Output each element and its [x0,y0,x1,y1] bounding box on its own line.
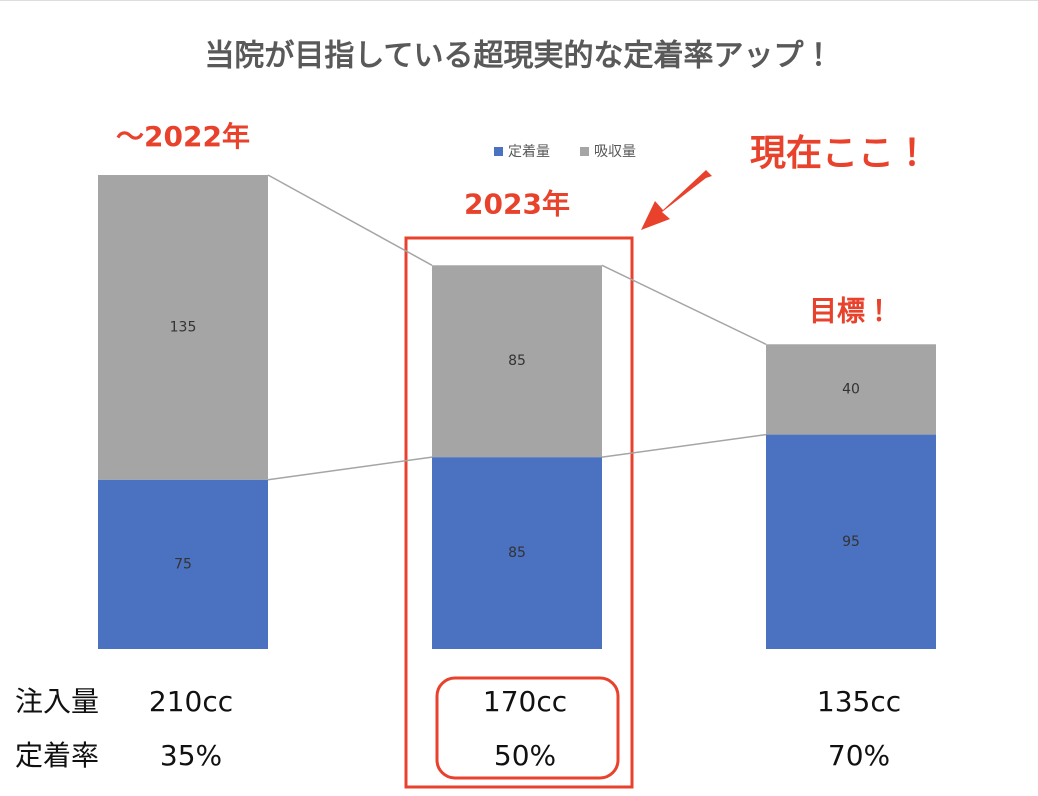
row-label: 定着率 [15,739,99,772]
row-value: 170cc [483,685,567,718]
connector-line [601,264,767,345]
category-label: 〜2022年 [116,120,250,153]
data-label: 95 [842,534,860,550]
bar-segment [432,457,602,649]
bar-segment [98,175,268,480]
row-value: 35% [160,739,222,772]
connector-line [267,174,433,266]
highlight-box [404,236,634,789]
connector-line [601,433,767,458]
connector-line [267,456,433,481]
chart-title: 当院が目指している超現実的な定着率アップ！ [204,39,833,74]
highlight-values [435,676,620,780]
row-value: 70% [828,739,890,772]
bar-segment [98,479,268,649]
category-label: 2023年 [464,187,570,220]
category-label: 目標！ [809,294,893,327]
bar-segment [766,344,936,435]
legend-label: 吸収量 [594,144,636,160]
row-value: 135cc [817,685,901,718]
data-label: 85 [508,353,526,369]
legend-swatch [580,147,589,156]
row-value: 50% [494,739,556,772]
arrow [641,170,712,230]
legend-swatch [494,147,503,156]
data-label: 85 [508,545,526,561]
data-label: 40 [842,381,860,397]
data-label: 75 [174,556,192,572]
data-label: 135 [170,319,197,335]
row-label: 注入量 [15,685,99,718]
bar-segment [766,434,936,649]
bar-segment [432,265,602,458]
annotation: 現在ここ！ [750,133,930,174]
row-value: 210cc [149,685,233,718]
legend-label: 定着量 [508,143,550,160]
